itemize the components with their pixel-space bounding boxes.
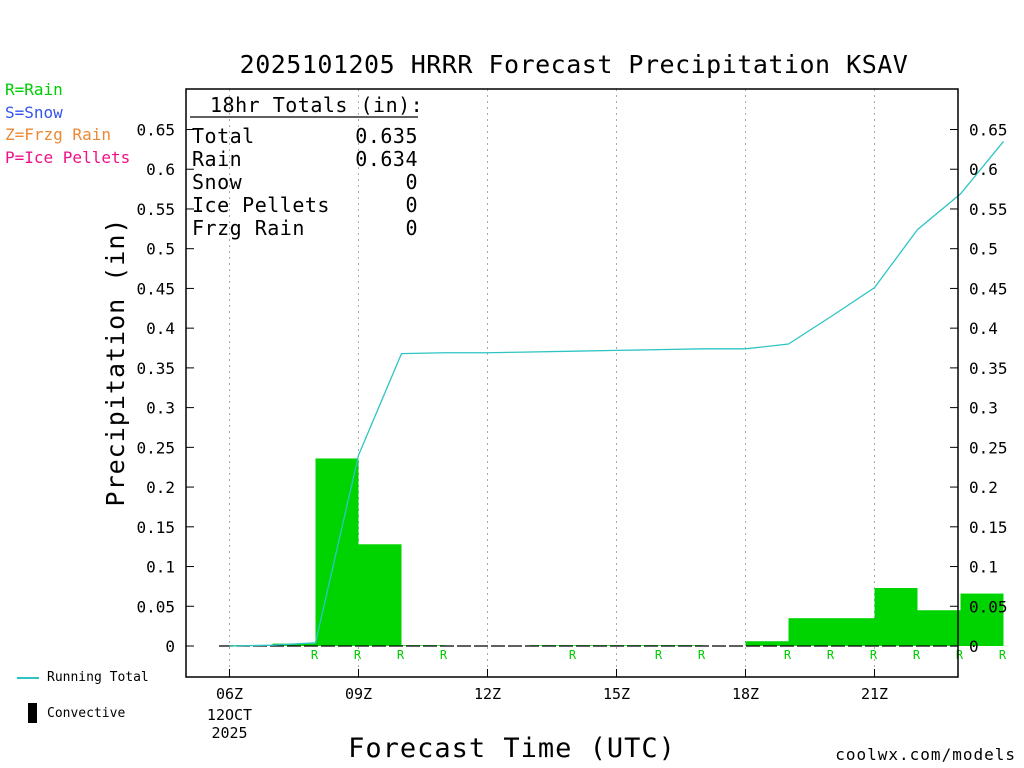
totals-row-label: Total — [192, 124, 255, 148]
x-tick-label: 18Z — [732, 685, 759, 703]
convective-key-label: Convective — [47, 706, 126, 721]
y-tick-label-right: 0.55 — [969, 200, 1008, 219]
totals-title: 18hr Totals (in): — [210, 93, 423, 117]
precip-bar — [358, 544, 402, 646]
y-tick-label-right: 0.35 — [969, 359, 1008, 378]
precip-bar — [788, 618, 832, 646]
precip-bar — [960, 593, 1004, 646]
convective-key-icon — [28, 703, 37, 723]
x-axis-label: Forecast Time (UTC) — [348, 733, 676, 764]
precip-type-marker: R — [569, 648, 577, 662]
precip-type-marker: R — [440, 648, 448, 662]
y-tick-label-left: 0.3 — [146, 399, 175, 418]
y-tick-label-left: 0.5 — [146, 240, 175, 259]
y-tick-label-left: 0.15 — [136, 518, 175, 537]
totals-row-value: 0.634 — [355, 147, 418, 171]
totals-row-value: 0 — [405, 216, 418, 240]
chart-title: 2025101205 HRRR Forecast Precipitation K… — [239, 50, 909, 79]
totals-row-label: Frzg Rain — [192, 216, 305, 240]
totals-row-value: 0.635 — [355, 124, 418, 148]
totals-row-value: 0 — [405, 170, 418, 194]
running-total-line — [229, 141, 1005, 647]
x-tick-sublabel: 2025 — [211, 724, 247, 742]
legend-freezing-rain: Z=Frzg Rain — [5, 125, 111, 144]
y-tick-label-left: 0.55 — [136, 200, 175, 219]
totals-row-label: Ice Pellets — [192, 193, 330, 217]
legend-rain: R=Rain — [5, 80, 63, 99]
y-tick-label-right: 0.45 — [969, 279, 1008, 298]
legend-ice-pellets: P=Ice Pellets — [5, 148, 131, 167]
y-tick-label-left: 0.25 — [136, 438, 175, 457]
precip-type-marker: R — [956, 648, 964, 662]
y-tick-label-left: 0.65 — [136, 121, 175, 140]
y-tick-label-right: 0.65 — [969, 121, 1008, 140]
y-tick-label-left: 0.05 — [136, 597, 175, 616]
x-tick-label: 15Z — [603, 685, 630, 703]
y-tick-label-right: 0.2 — [969, 478, 998, 497]
x-tick-label: 06Z — [216, 685, 243, 703]
y-tick-label-right: 0.5 — [969, 240, 998, 259]
y-tick-label-right: 0.25 — [969, 438, 1008, 457]
totals-row-label: Snow — [192, 170, 243, 194]
y-tick-label-left: 0.35 — [136, 359, 175, 378]
precip-type-marker: R — [354, 648, 362, 662]
precip-type-marker: R — [999, 648, 1007, 662]
y-tick-label-right: 0.05 — [969, 597, 1008, 616]
y-tick-label-right: 0 — [969, 637, 979, 656]
precip-type-marker: R — [397, 648, 405, 662]
precip-type-marker: R — [698, 648, 706, 662]
precip-type-marker: R — [784, 648, 792, 662]
precip-type-marker: R — [827, 648, 835, 662]
x-tick-label: 21Z — [861, 685, 888, 703]
precip-bar — [272, 643, 316, 646]
y-tick-label-right: 0.3 — [969, 399, 998, 418]
y-tick-label-left: 0.6 — [146, 160, 175, 179]
running-total-key-icon — [17, 677, 39, 679]
precip-bar — [917, 610, 961, 646]
y-tick-label-right: 0.15 — [969, 518, 1008, 537]
totals-row-label: Rain — [192, 147, 242, 171]
y-tick-label-right: 0.6 — [969, 160, 998, 179]
precip-type-marker: R — [311, 648, 319, 662]
x-tick-sublabel: 12OCT — [207, 706, 252, 724]
precip-type-marker: R — [655, 648, 663, 662]
y-axis-label: Precipitation (in) — [101, 218, 130, 507]
precip-type-marker: R — [913, 648, 921, 662]
y-tick-label-right: 0.4 — [969, 319, 998, 338]
precip-bar — [831, 618, 875, 646]
precip-bar — [745, 641, 789, 646]
precip-type-marker: R — [870, 648, 878, 662]
source-credit: coolwx.com/models — [835, 745, 1016, 764]
totals-row-value: 0 — [405, 193, 418, 217]
y-tick-label-left: 0.45 — [136, 279, 175, 298]
y-tick-label-left: 0.4 — [146, 319, 175, 338]
y-tick-label-right: 0.1 — [969, 558, 998, 577]
y-tick-label-left: 0.1 — [146, 558, 175, 577]
plot-frame — [185, 88, 959, 678]
running-total-key-label: Running Total — [47, 670, 149, 685]
y-tick-label-left: 0.2 — [146, 478, 175, 497]
y-tick-label-left: 0 — [165, 637, 175, 656]
precip-bar — [315, 458, 359, 646]
precip-bar — [874, 587, 918, 646]
x-tick-label: 12Z — [474, 685, 501, 703]
legend-snow: S=Snow — [5, 103, 63, 122]
x-tick-label: 09Z — [345, 685, 372, 703]
